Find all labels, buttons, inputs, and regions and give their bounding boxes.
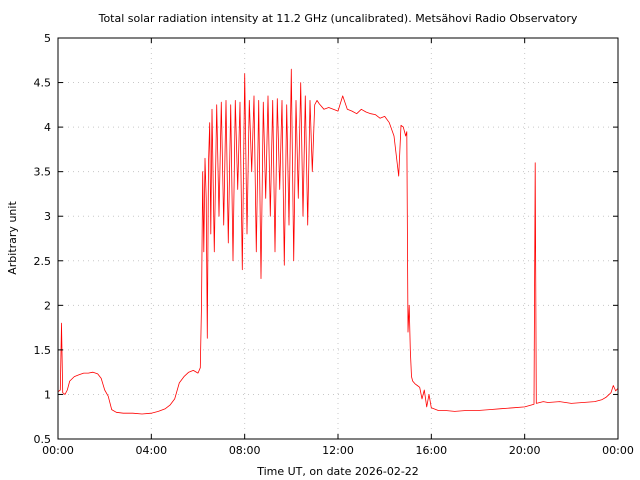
y-tick-label: 3.5: [34, 166, 52, 179]
x-tick-label: 20:00: [509, 444, 541, 457]
series-line: [57, 68, 619, 415]
y-axis-label: Arbitrary unit: [6, 201, 19, 275]
y-tick-label: 2.5: [34, 255, 52, 268]
grid: [58, 38, 618, 439]
x-tick-label: 00:00: [602, 444, 634, 457]
y-tick-label: 4.5: [34, 77, 52, 90]
ticks: 00:00 04:00 08:00 12:00 16:00 20:00 00:000.511…: [34, 32, 634, 457]
x-tick-label: 16:00: [415, 444, 447, 457]
x-tick-label: 00:00: [42, 444, 74, 457]
series-layer: [57, 68, 619, 415]
x-tick-label: 08:00: [229, 444, 261, 457]
y-tick-label: 2: [44, 299, 51, 312]
x-tick-label: 04:00: [135, 444, 167, 457]
y-tick-label: 1: [44, 388, 51, 401]
x-axis-label: Time UT, on date 2026-02-22: [256, 465, 419, 478]
y-tick-label: 1.5: [34, 344, 52, 357]
y-tick-label: 3: [44, 210, 51, 223]
x-tick-label: 12:00: [322, 444, 354, 457]
y-tick-label: 0.5: [34, 433, 52, 446]
y-tick-label: 5: [44, 32, 51, 45]
chart-title: Total solar radiation intensity at 11.2 …: [98, 12, 578, 25]
y-tick-label: 4: [44, 121, 51, 134]
